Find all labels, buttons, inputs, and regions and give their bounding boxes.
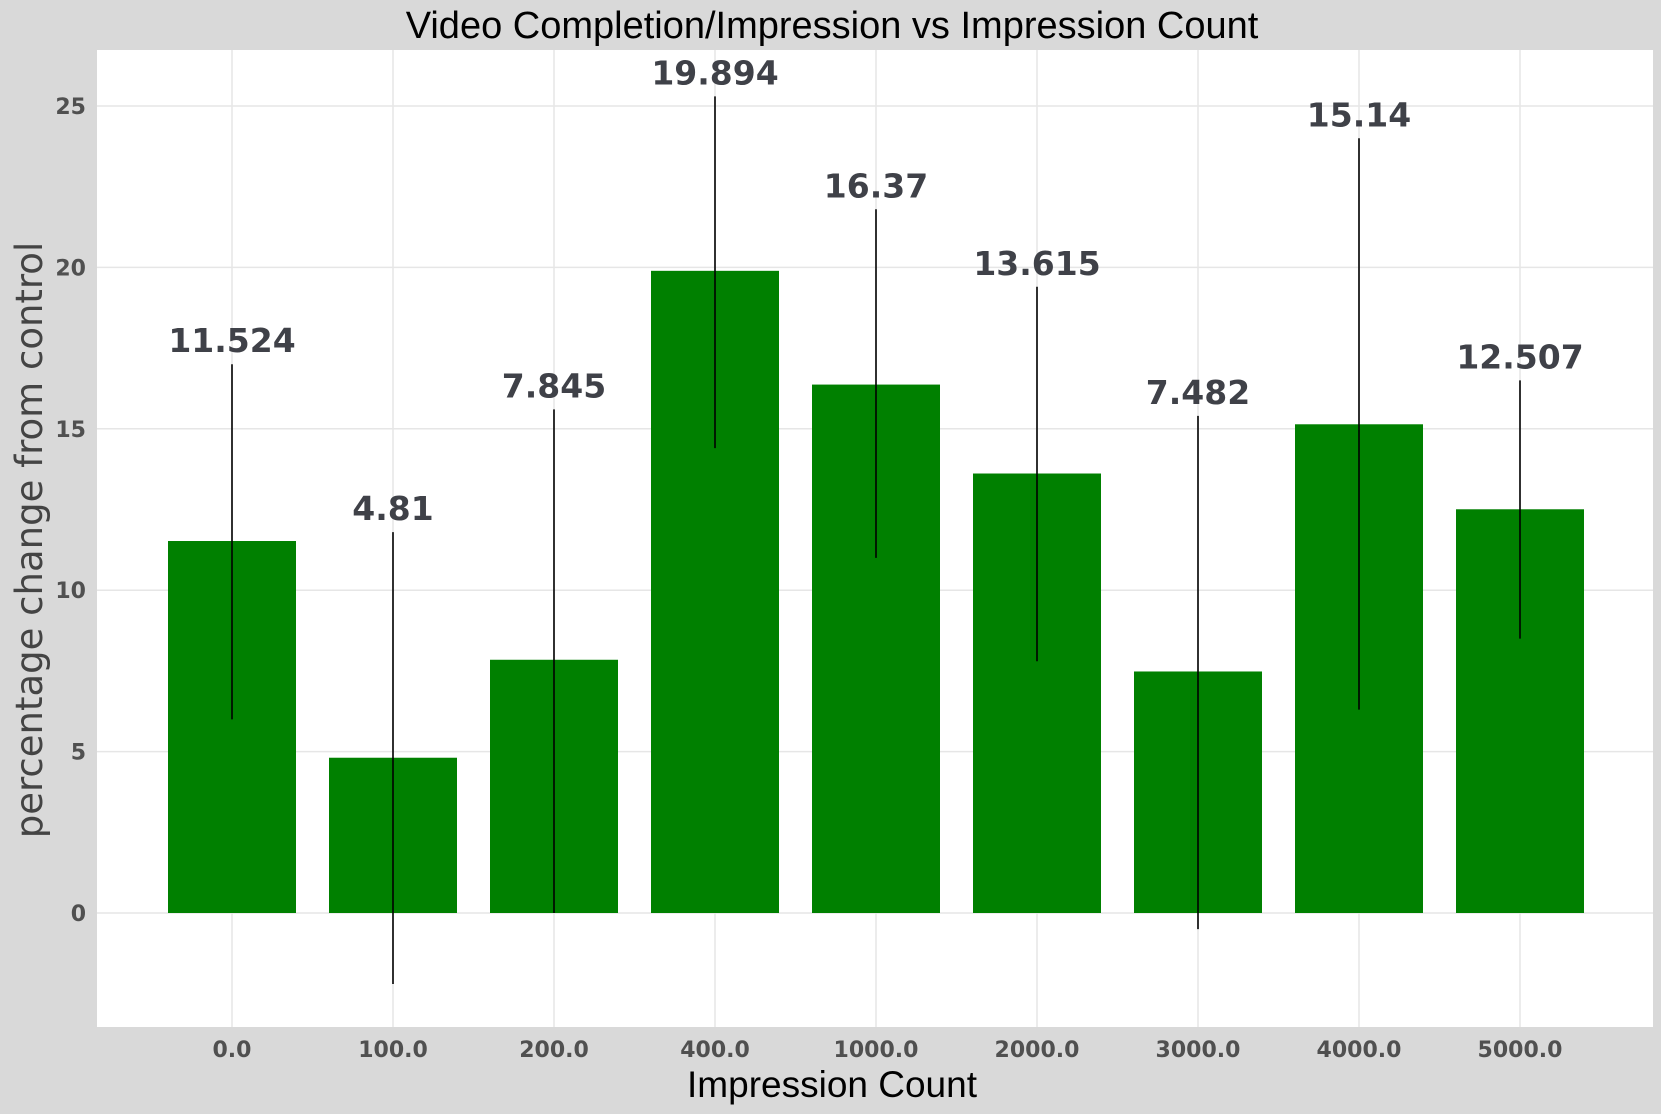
x-tick-label: 4000.0 [1317, 1038, 1402, 1063]
x-tick-label: 3000.0 [1156, 1038, 1241, 1063]
data-label: 12.507 [1456, 337, 1583, 376]
y-tick-label: 20 [55, 256, 86, 281]
error-bars [231, 96, 1521, 985]
data-label: 11.524 [168, 321, 295, 360]
y-axis-label: percentage change from control [8, 242, 51, 838]
x-tick-label: 2000.0 [995, 1038, 1080, 1063]
chart-title: Video Completion/Impression vs Impressio… [406, 5, 1259, 47]
data-label: 4.81 [352, 489, 433, 528]
x-tick-label: 100.0 [358, 1038, 428, 1063]
x-axis-ticks: 0.0 100.0 200.0 400.0 1000.0 2000.0 3000.0 4000… [213, 1038, 1563, 1063]
x-tick-label: 5000.0 [1478, 1038, 1563, 1063]
x-tick-label: 1000.0 [834, 1038, 919, 1063]
data-label: 16.37 [824, 166, 928, 205]
y-tick-label: 5 [71, 741, 86, 766]
data-label: 7.845 [502, 366, 606, 405]
y-axis-ticks: 0 5 10 15 20 25 [55, 95, 86, 927]
x-tick-label: 200.0 [519, 1038, 589, 1063]
data-labels: 11.524 4.81 7.845 19.894 16.37 13.615 7.482 15.… [168, 53, 1583, 528]
x-tick-label: 400.0 [680, 1038, 750, 1063]
y-tick-label: 25 [55, 95, 86, 120]
y-tick-label: 10 [55, 579, 86, 604]
data-label: 19.894 [651, 53, 778, 92]
data-label: 15.14 [1307, 95, 1411, 134]
x-tick-label: 0.0 [213, 1038, 252, 1063]
data-label: 7.482 [1146, 373, 1250, 412]
data-label: 13.615 [973, 244, 1100, 283]
y-tick-label: 15 [55, 418, 86, 443]
x-axis-label: Impression Count [687, 1064, 978, 1105]
y-tick-label: 0 [71, 902, 86, 927]
